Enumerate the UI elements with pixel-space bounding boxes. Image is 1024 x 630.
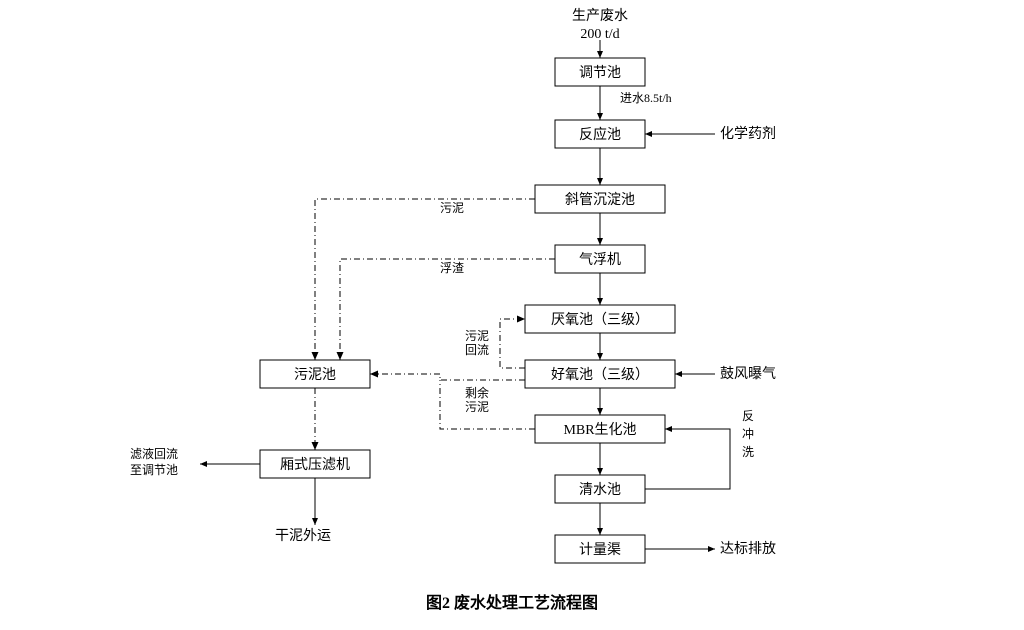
label-fanchong-2: 冲 [742, 426, 754, 441]
node-haoyang: 好氧池（三级） [525, 360, 675, 388]
node-mbr: MBR生化池 [535, 415, 665, 443]
edge-huiliu [500, 319, 525, 368]
svg-text:气浮机: 气浮机 [579, 252, 621, 268]
label-fanchong-3: 洗 [742, 445, 754, 459]
svg-text:斜管沉淀池: 斜管沉淀池 [565, 192, 635, 208]
node-qifu: 气浮机 [555, 245, 645, 273]
svg-text:反应池: 反应池 [579, 126, 621, 143]
label-ganni: 干泥外运 [275, 528, 331, 544]
edge-haoyang-wunachi [370, 374, 525, 380]
label-fuzha: 浮渣 [440, 261, 464, 275]
svg-text:清水池: 清水池 [579, 482, 621, 498]
node-qingshui: 清水池 [555, 475, 645, 503]
svg-text:计量渠: 计量渠 [579, 542, 621, 558]
label-gufeng: 鼓风曝气 [720, 366, 776, 382]
label-huiliu-1: 污泥 [465, 329, 489, 343]
label-dabiao: 达标排放 [720, 541, 776, 557]
edge-xieguan-wunachi [315, 199, 535, 360]
svg-text:MBR生化池: MBR生化池 [563, 422, 636, 438]
node-yanyang: 厌氧池（三级） [525, 305, 675, 333]
label-shengyu-2: 污泥 [465, 400, 489, 414]
svg-text:好氧池（三级）: 好氧池（三级） [551, 367, 649, 383]
label-lvye-2: 至调节池 [130, 463, 178, 477]
label-fanchong-1: 反 [742, 409, 754, 423]
svg-text:200 t/d: 200 t/d [580, 27, 619, 42]
svg-text:厢式压滤机: 厢式压滤机 [280, 457, 350, 473]
source-text: 生产废水 200 t/d [572, 8, 628, 42]
figure-caption: 图2 废水处理工艺流程图 [426, 593, 598, 612]
node-tiaojie: 调节池 [555, 58, 645, 86]
svg-text:厌氧池（三级）: 厌氧池（三级） [551, 312, 649, 328]
label-huaxue: 化学药剂 [720, 126, 776, 142]
node-fanying: 反应池 [555, 120, 645, 148]
node-xieguan: 斜管沉淀池 [535, 185, 665, 213]
svg-text:调节池: 调节池 [579, 65, 621, 81]
label-wuni: 污泥 [440, 201, 464, 215]
label-shengyu-1: 剩余 [465, 385, 489, 400]
label-lvye-1: 滤液回流 [130, 446, 178, 461]
node-wunachi: 污泥池 [260, 360, 370, 388]
label-jinshui: 进水8.5t/h [620, 91, 672, 105]
node-xiangshi: 厢式压滤机 [260, 450, 370, 478]
label-huiliu-2: 回流 [465, 343, 489, 357]
svg-text:生产废水: 生产废水 [572, 8, 628, 24]
svg-text:污泥池: 污泥池 [294, 367, 336, 383]
node-jiliang: 计量渠 [555, 535, 645, 563]
